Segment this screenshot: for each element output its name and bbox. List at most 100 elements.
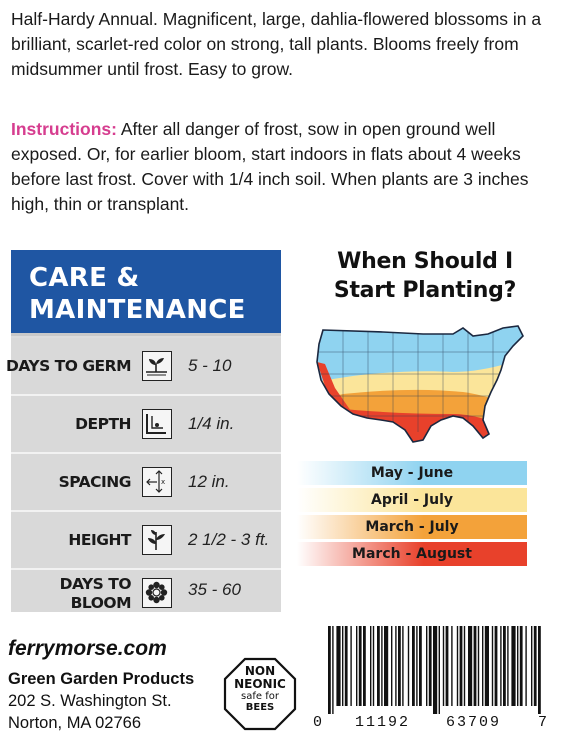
barcode-bar xyxy=(416,626,418,706)
care-row-depth: DEPTH 1/4 in. xyxy=(11,396,281,452)
upc-barcode xyxy=(328,626,541,714)
barcode-bar xyxy=(342,626,344,706)
sprout-icon xyxy=(142,351,172,381)
barcode-bar xyxy=(473,626,477,706)
barcode-bar xyxy=(344,626,348,706)
barcode-bar xyxy=(426,626,428,706)
barcode-bar xyxy=(419,626,422,706)
barcode-bar xyxy=(384,626,389,706)
zone-band-april-july: April - July xyxy=(297,488,527,512)
barcode-group1: 11192 xyxy=(355,714,411,731)
barcode-bar xyxy=(442,626,445,706)
barcode-bar xyxy=(482,626,484,706)
badge-line1: NON xyxy=(244,664,276,678)
barcode-bar xyxy=(533,626,537,706)
company-name: Green Garden Products xyxy=(8,670,195,688)
plant-height-icon xyxy=(142,525,172,555)
barcode-bar xyxy=(412,626,415,706)
instructions-label: Instructions: xyxy=(11,119,117,139)
product-description: Half-Hardy Annual. Magnificent, large, d… xyxy=(11,9,542,79)
care-row-label: DAYS TO BLOOM xyxy=(59,564,132,624)
barcode-bar xyxy=(519,626,523,706)
svg-text:x: x xyxy=(161,478,165,486)
instructions-paragraph: Instructions: After all danger of frost,… xyxy=(11,117,551,217)
barcode-bar xyxy=(494,626,498,706)
barcode-check-digit: 7 xyxy=(538,714,548,731)
care-row-label-line2: BLOOM xyxy=(70,594,132,612)
depth-icon xyxy=(142,409,172,439)
care-row-spacing: SPACING x 12 in. xyxy=(11,454,281,510)
barcode-bar xyxy=(511,626,516,706)
zone-band-march-july: March - July xyxy=(297,515,527,539)
zone-band-may-june: May - June xyxy=(297,461,527,485)
barcode-bar xyxy=(377,626,380,706)
barcode-bar xyxy=(332,626,334,714)
care-row-label: DAYS TO GERM xyxy=(6,356,131,375)
barcode-bar xyxy=(433,626,438,714)
barcode-bar xyxy=(507,626,509,706)
barcode-lead-digit: 0 xyxy=(313,714,323,731)
barcode-bar xyxy=(428,626,432,706)
flower-icon xyxy=(142,578,172,608)
care-row-value: 1/4 in. xyxy=(188,414,235,433)
badge-line3: safe for xyxy=(241,691,279,702)
barcode-bar xyxy=(484,626,489,706)
barcode-group2: 63709 xyxy=(446,714,502,731)
barcode-bar xyxy=(395,626,397,706)
spacing-icon: x xyxy=(142,467,172,497)
barcode-bar xyxy=(459,626,463,706)
barcode-bar xyxy=(370,626,372,706)
website-text: ferrymorse.com xyxy=(8,637,167,660)
barcode-bar xyxy=(538,626,541,714)
barcode-bar xyxy=(402,626,404,706)
barcode-bar xyxy=(500,626,502,706)
care-row-value: 12 in. xyxy=(188,472,230,491)
zone-band-march-august: March - August xyxy=(297,542,527,566)
barcode-bar xyxy=(531,626,533,706)
planting-title: When Should I Start Planting? xyxy=(315,247,535,305)
care-title-line1: CARE & xyxy=(29,263,140,293)
care-maintenance-table: CARE & MAINTENANCE DAYS TO GERM 5 - 10 D… xyxy=(6,250,281,612)
badge-line4: BEES xyxy=(245,702,275,713)
care-header: CARE & MAINTENANCE xyxy=(11,250,281,336)
barcode-bar xyxy=(468,626,473,706)
care-row-label: SPACING xyxy=(58,472,132,491)
non-neonic-badge-icon xyxy=(223,657,297,731)
barcode-bar xyxy=(463,626,466,706)
barcode-bar xyxy=(445,626,449,706)
care-row-value: 35 - 60 xyxy=(188,580,241,599)
barcode-bar xyxy=(438,626,440,714)
instructions-text: After all danger of frost, sow in open g… xyxy=(11,119,529,214)
non-neonic-badge-text: NON NEONIC safe for BEES xyxy=(223,664,297,714)
care-row-days-to-germ: DAYS TO GERM 5 - 10 xyxy=(6,338,281,394)
barcode-bar xyxy=(336,626,341,706)
care-row-value: 2 1/2 - 3 ft. xyxy=(188,530,270,549)
barcode-bar xyxy=(477,626,480,706)
barcode-bar xyxy=(503,626,506,706)
barcode-bar xyxy=(350,626,352,706)
care-title: CARE & MAINTENANCE xyxy=(29,262,246,326)
care-row-label-line1: DAYS TO xyxy=(59,575,132,593)
barcode-bar xyxy=(391,626,393,706)
care-row-days-to-bloom: DAYS TO BLOOM 35 - 60 xyxy=(11,570,281,612)
care-title-line2: MAINTENANCE xyxy=(29,295,246,325)
barcode-bar xyxy=(398,626,401,706)
barcode-bar xyxy=(491,626,494,706)
barcode-bar xyxy=(381,626,383,706)
company-address: Green Garden Products 202 S. Washington … xyxy=(8,668,194,734)
barcode-bar xyxy=(363,626,366,706)
planting-title-line2: Start Planting? xyxy=(333,278,517,303)
care-row-value: 5 - 10 xyxy=(188,356,232,375)
barcode-bar xyxy=(456,626,459,706)
badge-line2: NEONIC xyxy=(234,677,286,691)
barcode-bar xyxy=(372,626,375,706)
care-row-label: HEIGHT xyxy=(68,530,131,549)
barcode-bar xyxy=(517,626,519,706)
barcode-bar xyxy=(407,626,410,706)
address-line2: Norton, MA 02766 xyxy=(8,714,141,732)
barcode-bar xyxy=(525,626,527,706)
address-line1: 202 S. Washington St. xyxy=(8,692,172,710)
care-row-label: DEPTH xyxy=(75,414,131,433)
planting-title-line1: When Should I xyxy=(337,249,513,274)
barcode-bar xyxy=(451,626,453,706)
